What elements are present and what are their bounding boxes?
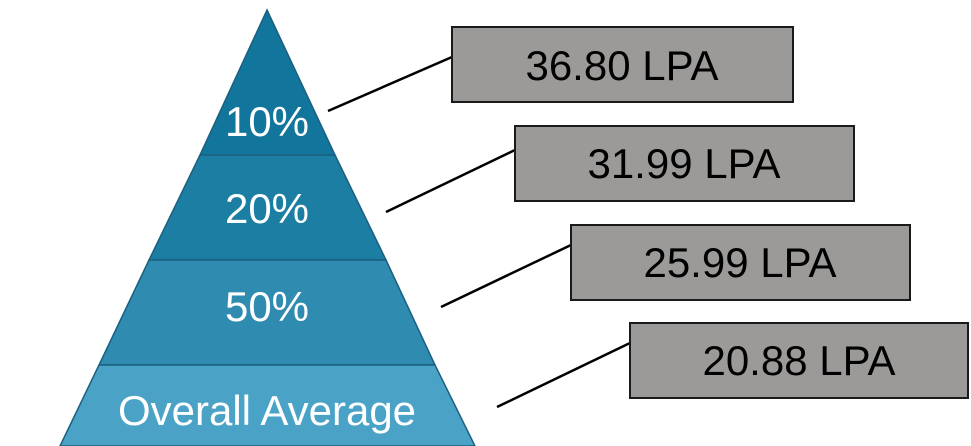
tier-label-4: Overall Average (118, 387, 416, 434)
leader-line-3 (440, 243, 572, 309)
value-label-3: 25.99 LPA (643, 239, 836, 286)
leader-line-4 (496, 341, 631, 409)
leader-line-1 (327, 55, 453, 113)
value-label-2: 31.99 LPA (587, 140, 780, 187)
value-box-3 (570, 224, 911, 301)
leader-line-2 (385, 148, 516, 214)
value-label-4: 20.88 LPA (702, 337, 895, 384)
value-label-1: 36.80 LPA (525, 42, 718, 89)
tier-label-3: 50% (225, 283, 309, 330)
tier-label-2: 20% (225, 185, 309, 232)
value-box-4 (629, 322, 969, 399)
value-box-1 (451, 26, 794, 103)
pyramid-tier-4 (59, 364, 476, 446)
tier-label-1: 10% (225, 98, 309, 145)
value-box-2 (514, 125, 855, 202)
